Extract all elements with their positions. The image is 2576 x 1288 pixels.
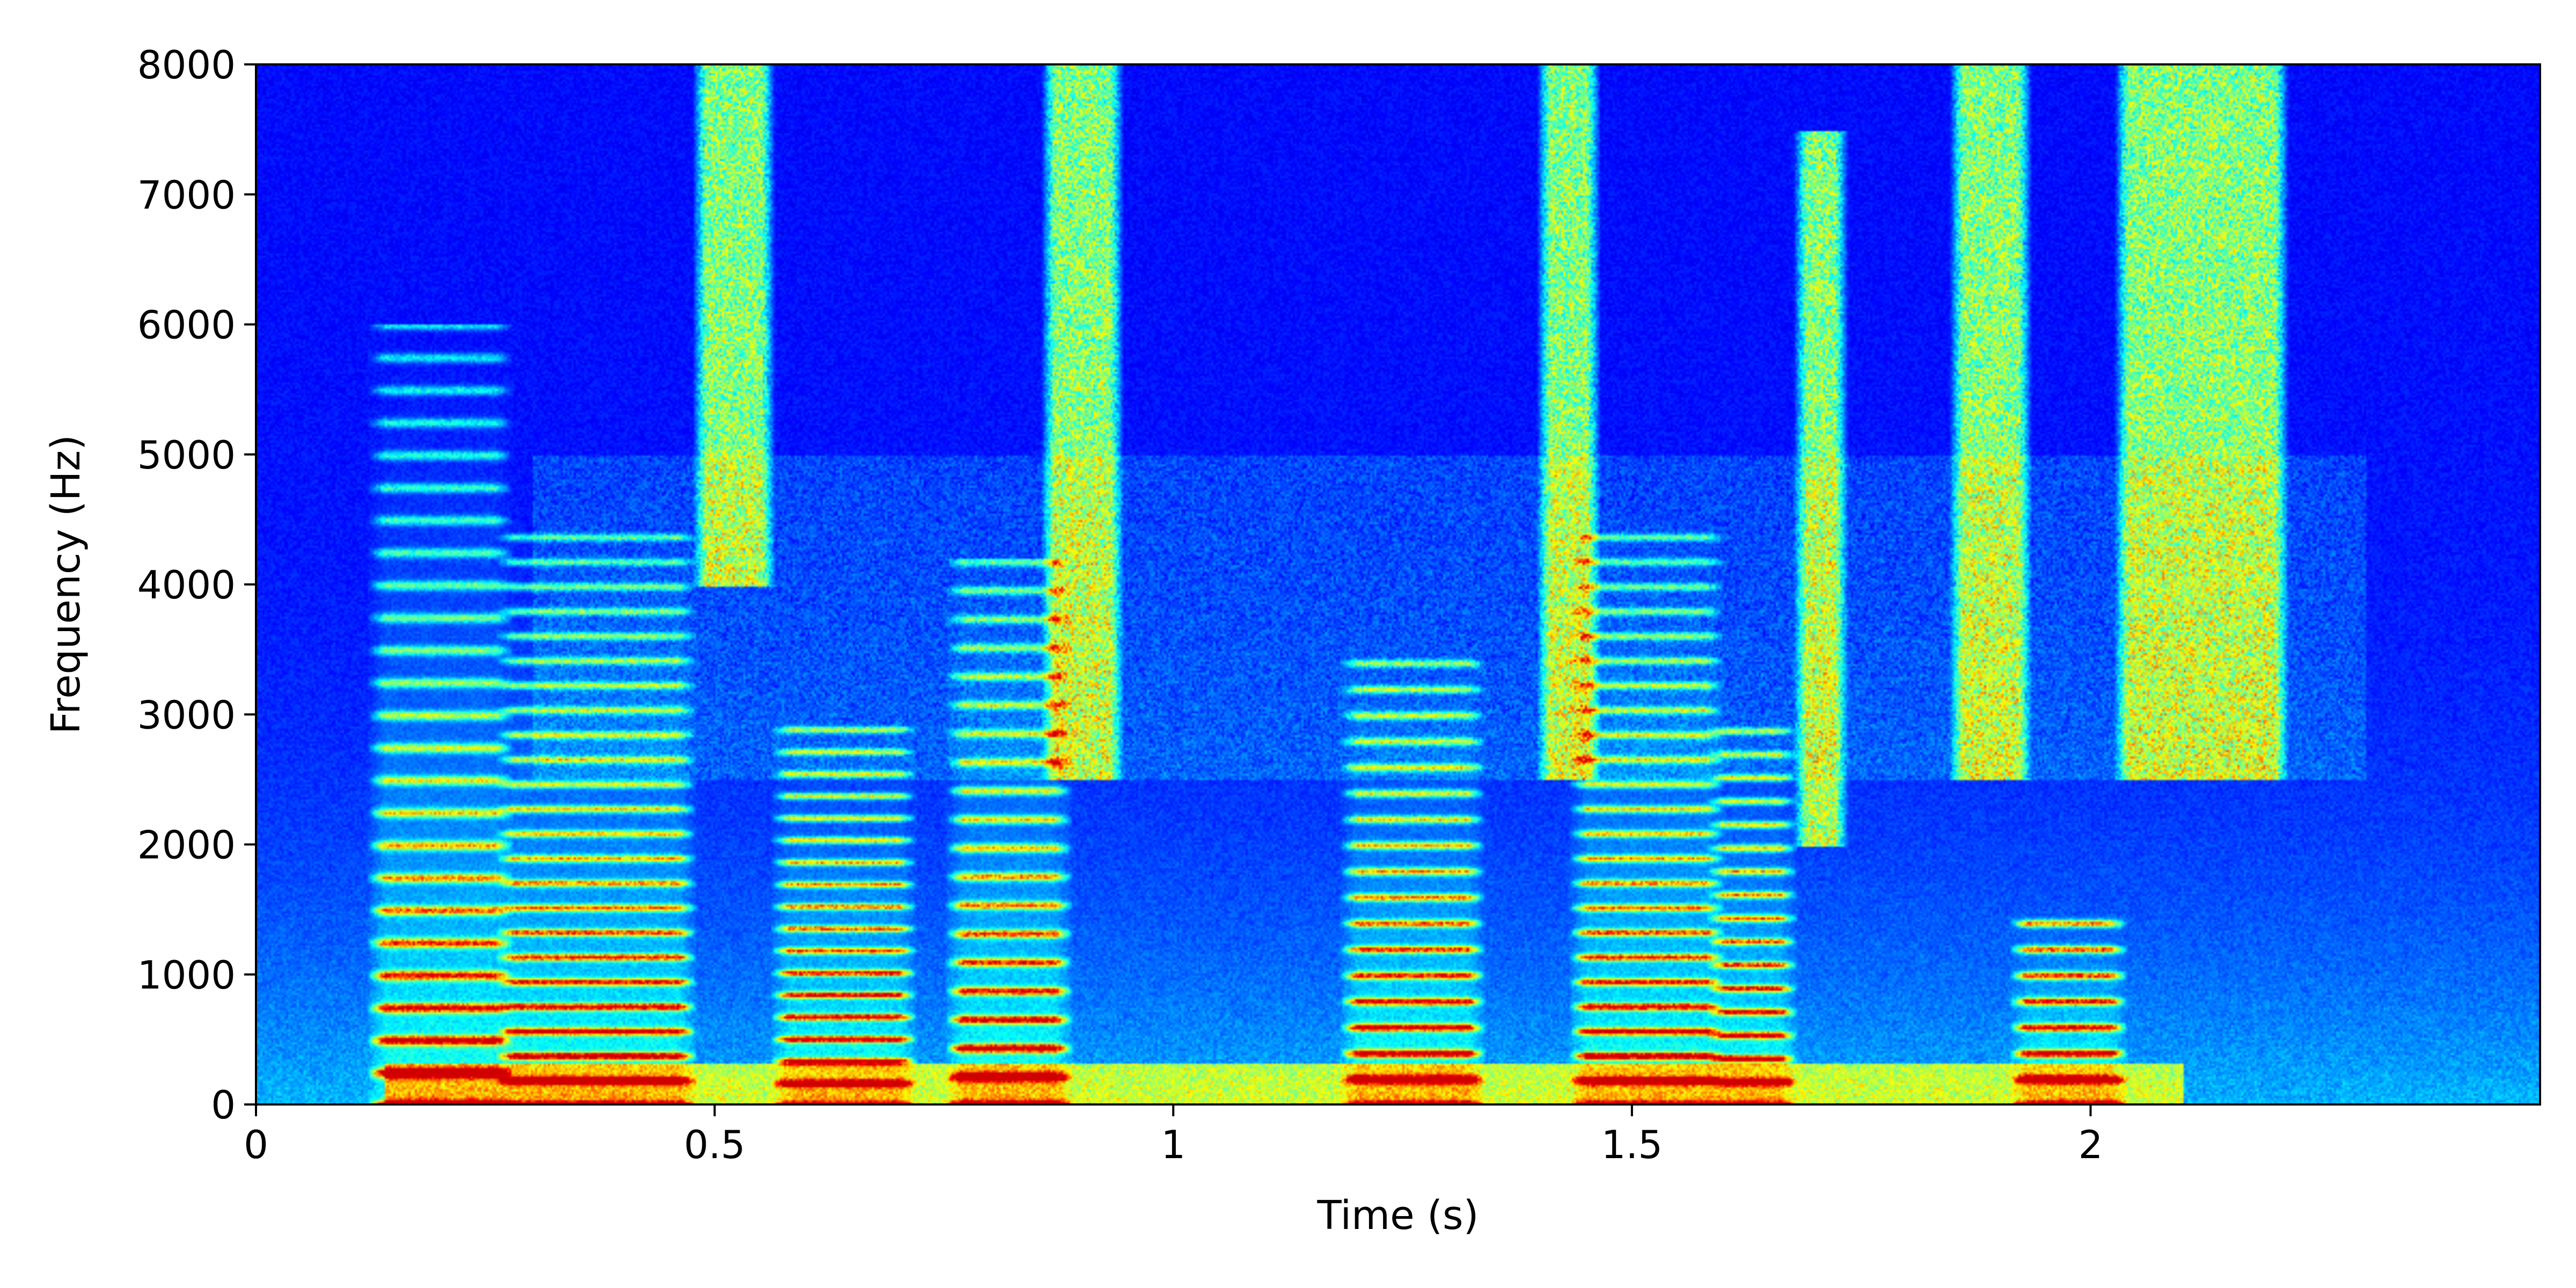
x-tick-label: 1 <box>1161 1122 1185 1167</box>
plot-frame <box>255 63 2541 1106</box>
y-tick-label: 2000 <box>137 823 236 868</box>
x-tick-label: 0.5 <box>684 1122 745 1167</box>
y-axis-ticks: 0 1000 2000 3000 4000 5000 6000 7000 8000 <box>137 42 256 1128</box>
spectrogram-heatmap <box>256 64 2540 1104</box>
y-tick-label: 5000 <box>137 433 236 478</box>
y-tick-label: 0 <box>211 1082 236 1128</box>
x-tick-label: 1.5 <box>1601 1122 1663 1167</box>
y-tick-label: 3000 <box>137 692 236 737</box>
y-axis-label: Frequency (Hz) <box>43 435 89 734</box>
x-axis-label: Time (s) <box>1317 1192 1479 1239</box>
x-axis-ticks: 0 0.5 1 1.5 2 <box>244 1104 2103 1167</box>
y-tick-label: 4000 <box>137 562 236 608</box>
x-tick-label: 0 <box>244 1122 268 1167</box>
y-tick-label: 1000 <box>137 953 236 998</box>
y-tick-label: 7000 <box>137 172 236 217</box>
y-tick-label: 6000 <box>137 303 236 348</box>
x-tick-label: 2 <box>2079 1122 2103 1167</box>
y-tick-label: 8000 <box>137 42 236 87</box>
